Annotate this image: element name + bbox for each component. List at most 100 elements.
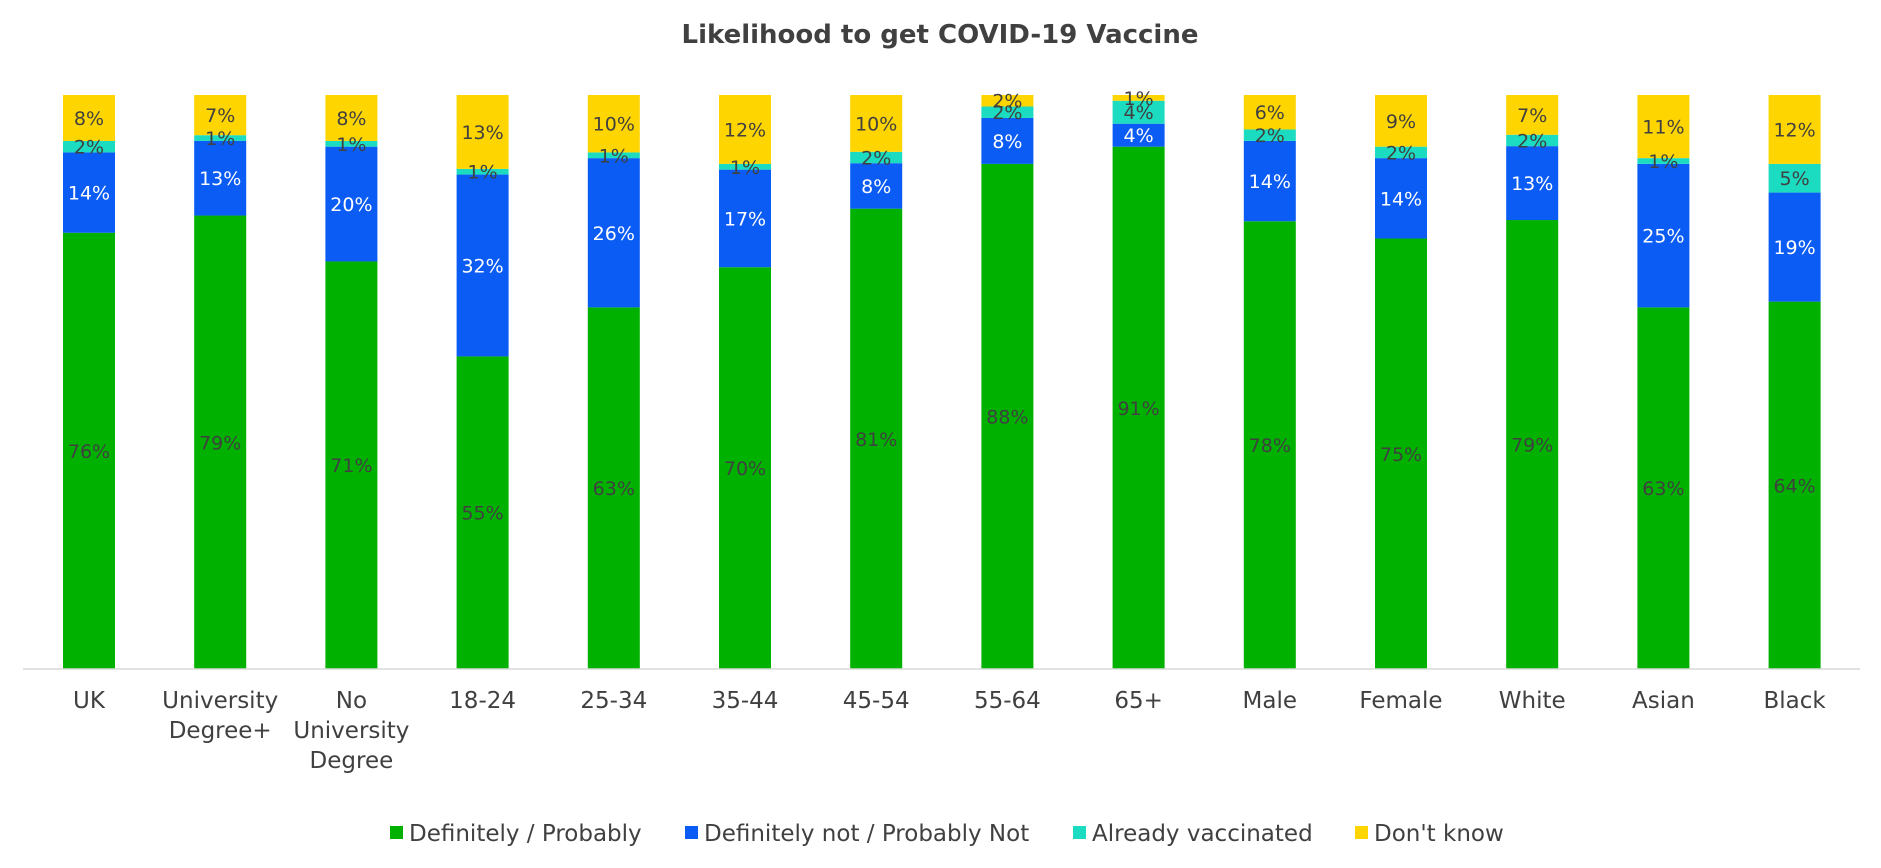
category-label: 35-44 — [712, 688, 779, 714]
data-label: 12% — [1773, 119, 1815, 141]
data-labels-layer: 76%14%2%8%79%13%1%7%71%20%1%8%55%32%1%13… — [68, 88, 1816, 525]
data-label: 1% — [730, 157, 760, 179]
data-label: 17% — [724, 208, 766, 230]
data-label: 2% — [1255, 125, 1285, 147]
bar-segment — [194, 135, 247, 141]
bar-segment — [850, 208, 903, 669]
data-label: 4% — [1124, 125, 1154, 147]
bar-segment — [456, 356, 509, 669]
data-label: 79% — [1511, 435, 1553, 457]
bar-segment — [981, 163, 1034, 669]
data-label: 14% — [1249, 171, 1291, 193]
category-label: 25-34 — [580, 688, 647, 714]
data-label: 55% — [461, 503, 503, 525]
bar-segment — [719, 267, 771, 669]
data-label: 32% — [461, 256, 503, 278]
data-label: 2% — [1386, 142, 1416, 164]
data-label: 8% — [74, 108, 104, 130]
bar-segment — [850, 163, 903, 209]
bar-segment — [1506, 220, 1559, 669]
legend: Definitely / Probably Definitely not / Pr… — [390, 821, 1504, 847]
category-label: Degree — [310, 748, 394, 774]
bar-segment — [1637, 163, 1690, 308]
bar-segment — [325, 95, 378, 141]
data-label: 25% — [1642, 226, 1684, 248]
data-label: 78% — [1249, 435, 1291, 457]
category-label: Asian — [1632, 688, 1695, 714]
bar-segment — [63, 140, 115, 153]
bar-segment — [325, 261, 378, 669]
category-label: UK — [73, 688, 106, 714]
data-label: 2% — [992, 102, 1022, 124]
data-label: 8% — [336, 108, 366, 130]
data-label: 63% — [593, 478, 635, 500]
data-label: 75% — [1380, 444, 1422, 466]
bar-segment — [719, 169, 771, 268]
data-label: 64% — [1773, 475, 1815, 497]
bar-segment — [1243, 140, 1296, 222]
bars-layer — [63, 95, 1821, 670]
bar-segment — [1243, 221, 1296, 669]
bar-segment — [1768, 301, 1821, 669]
data-label: 20% — [330, 194, 372, 216]
bar-segment — [194, 215, 247, 670]
data-label: 71% — [330, 455, 372, 477]
bar-segment — [63, 232, 115, 669]
bar-segment — [981, 106, 1034, 118]
data-label: 1% — [468, 162, 498, 184]
bar-segment — [587, 152, 640, 159]
data-label: 14% — [1380, 188, 1422, 210]
data-label: 10% — [855, 113, 897, 135]
data-label: 79% — [199, 432, 241, 454]
bar-segment — [1637, 307, 1690, 669]
legend-swatch — [685, 826, 698, 839]
bar-segment — [456, 168, 509, 175]
legend-label: Definitely / Probably — [409, 821, 642, 847]
category-label: University — [293, 718, 409, 744]
bar-segment — [1768, 163, 1821, 193]
bar-segment — [981, 95, 1034, 107]
bar-segment — [587, 158, 640, 308]
category-label: 45-54 — [843, 688, 910, 714]
category-label: 65+ — [1114, 688, 1163, 714]
bar-segment — [1506, 146, 1559, 221]
category-label: 55-64 — [974, 688, 1041, 714]
legend-swatch — [390, 826, 403, 839]
bar-segment — [1506, 95, 1559, 135]
bar-segment — [1112, 123, 1165, 147]
category-label: University — [162, 688, 278, 714]
bar-segment — [981, 117, 1034, 164]
bar-segment — [719, 95, 771, 164]
bar-segment — [719, 163, 771, 170]
bar-segment — [1112, 146, 1165, 669]
bar-segment — [587, 95, 640, 153]
bar-segment — [194, 140, 247, 216]
data-label: 8% — [861, 176, 891, 198]
bar-segment — [1112, 100, 1165, 124]
category-label: White — [1499, 688, 1566, 714]
chart-title: Likelihood to get COVID-19 Vaccine — [682, 20, 1199, 50]
legend-label: Don't know — [1374, 821, 1504, 847]
data-label: 2% — [992, 91, 1022, 113]
bar-segment — [1375, 95, 1427, 147]
category-label: No — [336, 688, 367, 714]
legend-label: Definitely not / Probably Not — [704, 821, 1029, 847]
bar-segment — [1637, 95, 1690, 159]
bar-segment — [1375, 238, 1427, 669]
bar-segment — [850, 95, 903, 152]
legend-label: Already vaccinated — [1092, 821, 1313, 847]
data-label: 76% — [68, 441, 110, 463]
bar-segment — [63, 95, 115, 141]
data-label: 63% — [1642, 478, 1684, 500]
data-label: 1% — [205, 128, 235, 150]
bar-segment — [1243, 95, 1296, 130]
data-label: 2% — [861, 148, 891, 170]
data-label: 81% — [855, 429, 897, 451]
data-label: 6% — [1255, 102, 1285, 124]
legend-swatch — [1355, 826, 1368, 839]
data-label: 88% — [986, 406, 1028, 428]
data-label: 1% — [1124, 88, 1154, 110]
bar-segment — [587, 307, 640, 669]
